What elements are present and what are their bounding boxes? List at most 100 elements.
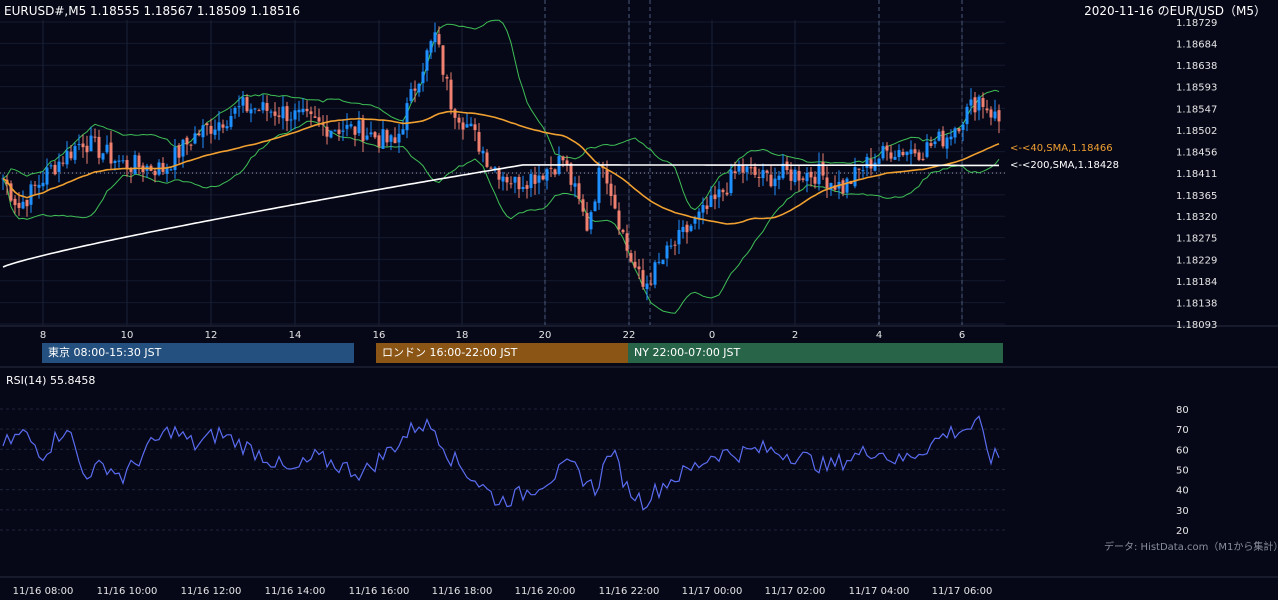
price-tick-label: 1.18275 [1176,234,1217,245]
candle-body [701,204,705,213]
candle-body [181,139,185,157]
candle-body [685,224,689,233]
candle-body [933,141,937,145]
candle-body [777,175,781,180]
candle-body [817,163,821,185]
bottom-tick-label: 11/17 04:00 [849,586,910,597]
candle-body [733,171,737,174]
candle-body [229,115,233,127]
candle-body [489,167,493,169]
candle-body [97,136,101,158]
hour-tick-label: 12 [205,330,218,341]
hour-tick-label: 10 [121,330,134,341]
rsi-label: RSI(14) 55.8458 [6,374,96,387]
candle-body [521,186,525,190]
candle-body [913,149,917,154]
candle-body [629,253,633,262]
candle-body [969,99,973,106]
price-tick-label: 1.18593 [1176,83,1217,94]
bollinger-upper [2,19,1000,211]
candle-body [705,205,709,209]
candle-body [21,201,25,209]
rsi-tick-label: 60 [1176,445,1189,456]
candle-body [293,110,297,120]
candle-body [613,194,617,209]
candle-body [309,111,313,115]
candle-body [33,184,37,186]
bottom-tick-label: 11/16 14:00 [265,586,326,597]
candle-body [193,133,197,144]
bottom-tick-label: 11/16 16:00 [349,586,410,597]
candle-body [241,97,245,106]
candle-body [637,266,641,270]
candle-body [941,130,945,147]
candle-body [93,136,97,138]
candle-body [417,83,421,93]
price-tick-label: 1.18411 [1176,169,1217,180]
candle-body [985,108,989,111]
candle-body [213,129,217,135]
candle-body [257,110,261,112]
session-london: ロンドン 16:00-22:00 JST [376,343,628,363]
candle-body [877,158,881,164]
candle-body [501,176,505,182]
candle-body [565,160,569,166]
candle-body [197,133,201,136]
candle-body [269,111,273,113]
candle-body [129,168,133,172]
candle-body [313,116,317,118]
candle-body [633,261,637,268]
bollinger-bands [2,19,1000,314]
candle-body [537,175,541,183]
candlestick-series [1,22,1001,301]
hour-tick-label: 4 [876,330,882,341]
candle-body [381,129,385,149]
candle-body [509,183,513,185]
candle-body [73,146,77,160]
price-tick-label: 1.18684 [1176,39,1217,50]
candle-body [549,167,553,169]
candle-body [585,212,589,231]
rsi-tick-label: 50 [1176,466,1189,477]
candle-body [169,169,173,171]
candle-body [409,89,413,101]
rsi-tick-label: 80 [1176,405,1189,416]
candle-body [861,170,865,172]
candle-body [189,144,193,146]
candle-body [789,169,793,181]
candle-body [853,167,857,187]
candle-body [961,124,965,131]
candle-body [453,109,457,118]
candle-body [581,199,585,212]
rsi-axis: 80 70 60 50 40 30 20 [1176,405,1189,537]
candle-body [657,261,661,263]
candle-body [665,245,669,259]
candle-body [457,117,461,123]
candle-body [781,163,785,179]
candle-body [517,176,521,190]
candle-body [437,34,441,45]
price-tick-label: 1.18320 [1176,212,1217,223]
candle-body [285,106,289,122]
candle-body [881,146,885,159]
candle-body [553,169,557,175]
candle-body [393,137,397,144]
time-axis: 8 10 12 14 16 18 20 22 0 2 4 6 [40,330,965,341]
candle-body [757,176,761,178]
chart-title: 2020-11-16 のEUR/USD（M5） [1084,4,1266,18]
price-tick-label: 1.18547 [1176,104,1217,115]
candle-body [745,166,749,173]
candle-body [17,202,21,208]
candle-body [325,126,329,137]
candle-body [677,229,681,245]
candle-body [29,184,33,205]
bottom-time-axis: 11/16 08:00 11/16 10:00 11/16 12:00 11/16 1… [13,586,993,597]
candle-body [165,167,169,174]
candle-body [621,229,625,233]
candle-body [897,150,901,158]
candle-body [893,156,897,160]
hour-tick-label: 20 [539,330,552,341]
candle-body [377,135,381,147]
candle-body [981,97,985,107]
